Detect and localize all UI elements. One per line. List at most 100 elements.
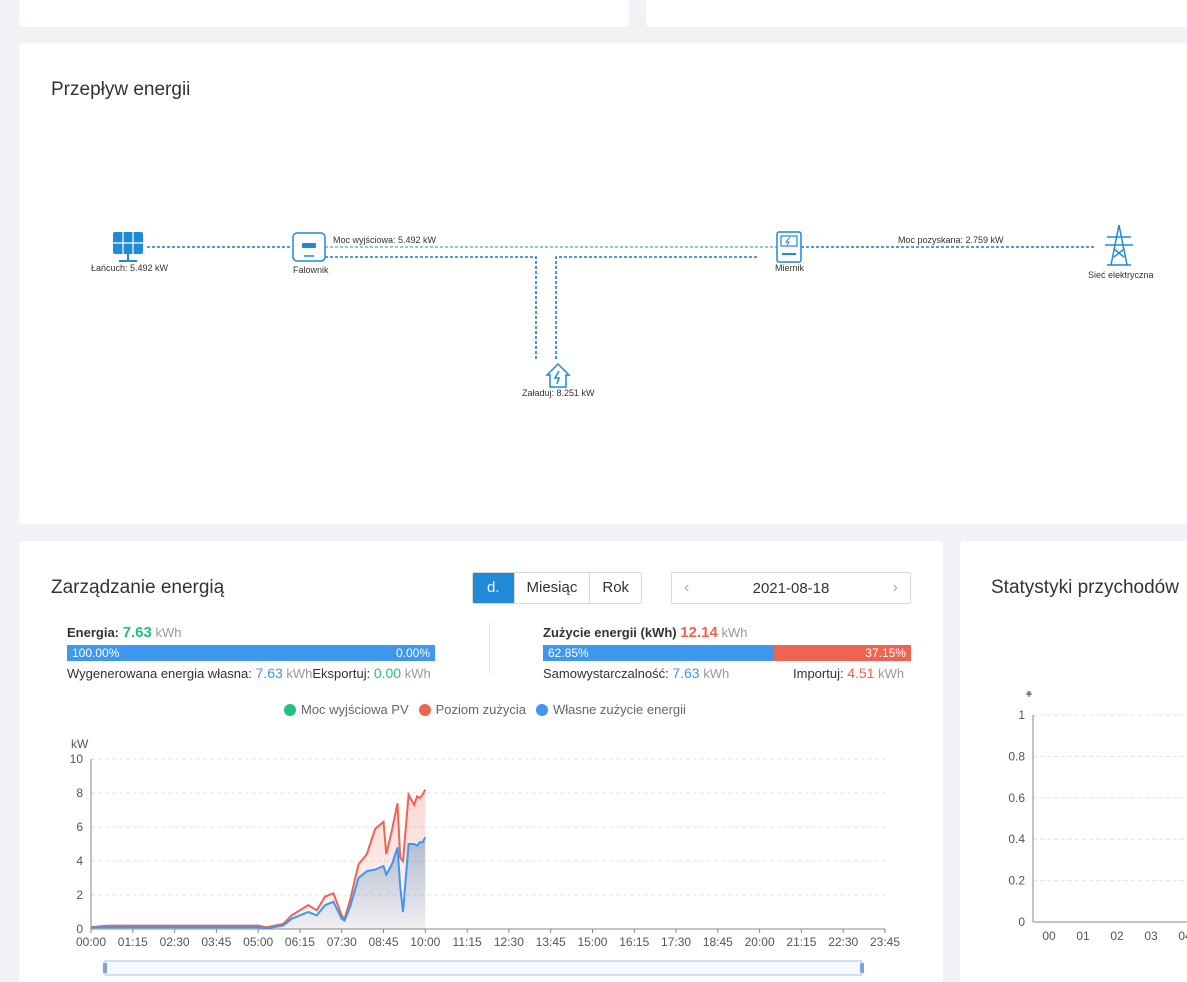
flow-line-meter-load bbox=[555, 256, 757, 361]
power-chart: kW 0 2 4 6 8 10 00:00 01:15 02:30 03:45 05:00 06:15 0… bbox=[70, 737, 900, 976]
consumption-bar: 62.85% 37.15% bbox=[543, 645, 911, 661]
x-tick-label: 05:00 bbox=[243, 935, 273, 949]
legend-item-pv[interactable]: Moc wyjściowa PV bbox=[284, 702, 409, 717]
x-tick-label: 03:45 bbox=[201, 935, 231, 949]
import-value: 4.51 bbox=[847, 665, 875, 681]
string-label: Łańcuch: 5.492 kW bbox=[91, 263, 169, 273]
export-value: 0.00 bbox=[373, 665, 402, 681]
energy-total: Energia: 7.63 kWh bbox=[67, 624, 181, 641]
consumption-value: 12.14 bbox=[680, 624, 718, 641]
export-unit: kWh bbox=[404, 666, 431, 681]
energy-label: Energia: bbox=[67, 625, 120, 640]
top-card-right bbox=[646, 0, 1187, 27]
legend-label-self: Własne zużycie energii bbox=[552, 702, 686, 717]
energy-management-title: Zarządzanie energią bbox=[51, 577, 225, 598]
x-tick-label: 16:15 bbox=[619, 935, 649, 949]
legend-item-consumption[interactable]: Poziom zużycia bbox=[418, 702, 526, 717]
flow-line-inverter-load bbox=[325, 256, 537, 361]
import-unit: kWh bbox=[878, 666, 905, 681]
stats-divider bbox=[489, 623, 490, 673]
legend-dot-green bbox=[284, 703, 296, 716]
energy-bar-left: 100.00% bbox=[72, 646, 120, 660]
x-tick-label: 10:00 bbox=[410, 935, 440, 949]
load-label: Załaduj: 8.251 kW bbox=[522, 388, 595, 398]
revenue-chart: ¥0 0.2 0.4 0.6 0.8 1 00 01 02 03 04 bbox=[1008, 691, 1187, 943]
export-label: Eksportuj: bbox=[312, 666, 371, 681]
y-axis-unit-label: ¥ bbox=[1025, 691, 1033, 700]
cons-bar-right: 37.15% bbox=[865, 646, 906, 660]
chart-legend: Moc wyjściowa PV Poziom zużycia Własne z… bbox=[284, 702, 686, 717]
zoom-handle-left bbox=[103, 963, 107, 973]
meter-icon bbox=[776, 231, 802, 263]
top-card-left bbox=[19, 0, 629, 27]
power-tower-icon bbox=[1105, 224, 1133, 266]
period-toggle: d. Miesiąc Rok bbox=[472, 572, 643, 604]
y-tick-label: 8 bbox=[76, 786, 83, 800]
x-tick-label: 12:30 bbox=[494, 935, 524, 949]
x-tick-label: 08:45 bbox=[369, 935, 399, 949]
x-tick-label: 11:15 bbox=[453, 935, 482, 949]
self-gen-label: Wygenerowana energia własna: bbox=[67, 666, 252, 681]
inverter-output-label: Moc wyjściowa: 5.492 kW bbox=[333, 235, 437, 245]
x-tick-label: 03 bbox=[1144, 929, 1158, 943]
x-tick-label: 22:30 bbox=[828, 935, 858, 949]
date-picker[interactable]: ‹ 2021-08-18 › bbox=[671, 572, 911, 604]
revenue-title: Statystyki przychodów bbox=[991, 577, 1179, 598]
import-label: Importuj: bbox=[793, 666, 844, 681]
x-tick-label: 07:30 bbox=[327, 935, 357, 949]
consumption-total: Zużycie energii (kWh) 12.14 kWh bbox=[543, 624, 747, 641]
legend-item-self[interactable]: Własne zużycie energii bbox=[535, 702, 686, 717]
date-value: 2021-08-18 bbox=[752, 579, 830, 597]
zoom-slider-track bbox=[104, 960, 863, 976]
x-tick-label: 21:15 bbox=[786, 935, 816, 949]
grid-power-label: Moc pozyskana: 2.759 kW bbox=[898, 235, 1004, 245]
chevron-right-icon[interactable]: › bbox=[892, 579, 898, 596]
energy-flow-card: Przepływ energii Łańcuch: 5.492 kW bbox=[19, 43, 1187, 524]
series-area-self-consumption bbox=[91, 837, 426, 929]
series-line-consumption bbox=[90, 789, 427, 929]
y-tick-label: 0.6 bbox=[1008, 791, 1025, 805]
y-tick-label: 0 bbox=[76, 922, 83, 936]
y-tick-label: 4 bbox=[76, 854, 83, 868]
x-tick-label: 20:00 bbox=[745, 935, 775, 949]
y-tick-label: 0.8 bbox=[1008, 749, 1025, 763]
revenue-card: Statystyki przychodów ¥0 0.2 0.4 0.6 0.8 1 00 0… bbox=[960, 541, 1187, 982]
chevron-left-icon[interactable]: ‹ bbox=[684, 579, 690, 596]
grid-label: Sieć elektryczna bbox=[1088, 270, 1154, 280]
y-tick-label: 1 bbox=[1018, 708, 1025, 722]
self-generated-stat: Wygenerowana energia własna: 7.63 kWhEks… bbox=[67, 665, 431, 681]
x-tick-label: 18:45 bbox=[703, 935, 733, 949]
home-load-icon bbox=[545, 362, 571, 388]
self-sufficiency-stat: Samowystarczalność: 7.63 kWh bbox=[543, 665, 729, 681]
x-tick-label: 02 bbox=[1110, 929, 1124, 943]
x-tick-label: 01 bbox=[1076, 929, 1090, 943]
self-gen-unit: kWh bbox=[286, 666, 313, 681]
period-month-button[interactable]: Miesiąc bbox=[513, 573, 590, 603]
legend-dot-red bbox=[418, 703, 431, 716]
y-tick-label: 0 bbox=[1018, 915, 1025, 929]
period-day-button[interactable]: d. bbox=[473, 573, 514, 603]
y-tick-label: 0.2 bbox=[1008, 874, 1025, 888]
self-suff-unit: kWh bbox=[703, 666, 730, 681]
series-line-self-consumption bbox=[91, 836, 427, 930]
inverter-label: Falownik bbox=[293, 265, 329, 275]
period-year-button[interactable]: Rok bbox=[589, 573, 641, 603]
self-suff-value: 7.63 bbox=[672, 665, 700, 681]
self-gen-value: 7.63 bbox=[255, 665, 283, 681]
y-axis-unit-label: kW bbox=[71, 737, 89, 751]
x-tick-label: 15:00 bbox=[577, 935, 607, 949]
x-tick-label: 04 bbox=[1178, 929, 1187, 943]
legend-label-consumption: Poziom zużycia bbox=[435, 702, 526, 717]
meter-label: Miernik bbox=[775, 263, 805, 273]
energy-flow-title: Przepływ energii bbox=[51, 79, 191, 100]
energy-flow-diagram: Łańcuch: 5.492 kW Falownik Moc wyjściowa… bbox=[91, 224, 1154, 398]
x-tick-label: 13:45 bbox=[536, 935, 566, 949]
inverter-icon bbox=[292, 232, 326, 262]
x-tick-label: 00 bbox=[1042, 929, 1056, 943]
y-tick-label: 6 bbox=[76, 820, 83, 834]
energy-value: 7.63 bbox=[122, 624, 152, 641]
cons-bar-left: 62.85% bbox=[548, 646, 589, 660]
consumption-label: Zużycie energii (kWh) bbox=[543, 625, 677, 640]
solar-panel-icon bbox=[113, 232, 143, 262]
energy-bar-right: 0.00% bbox=[395, 646, 430, 660]
